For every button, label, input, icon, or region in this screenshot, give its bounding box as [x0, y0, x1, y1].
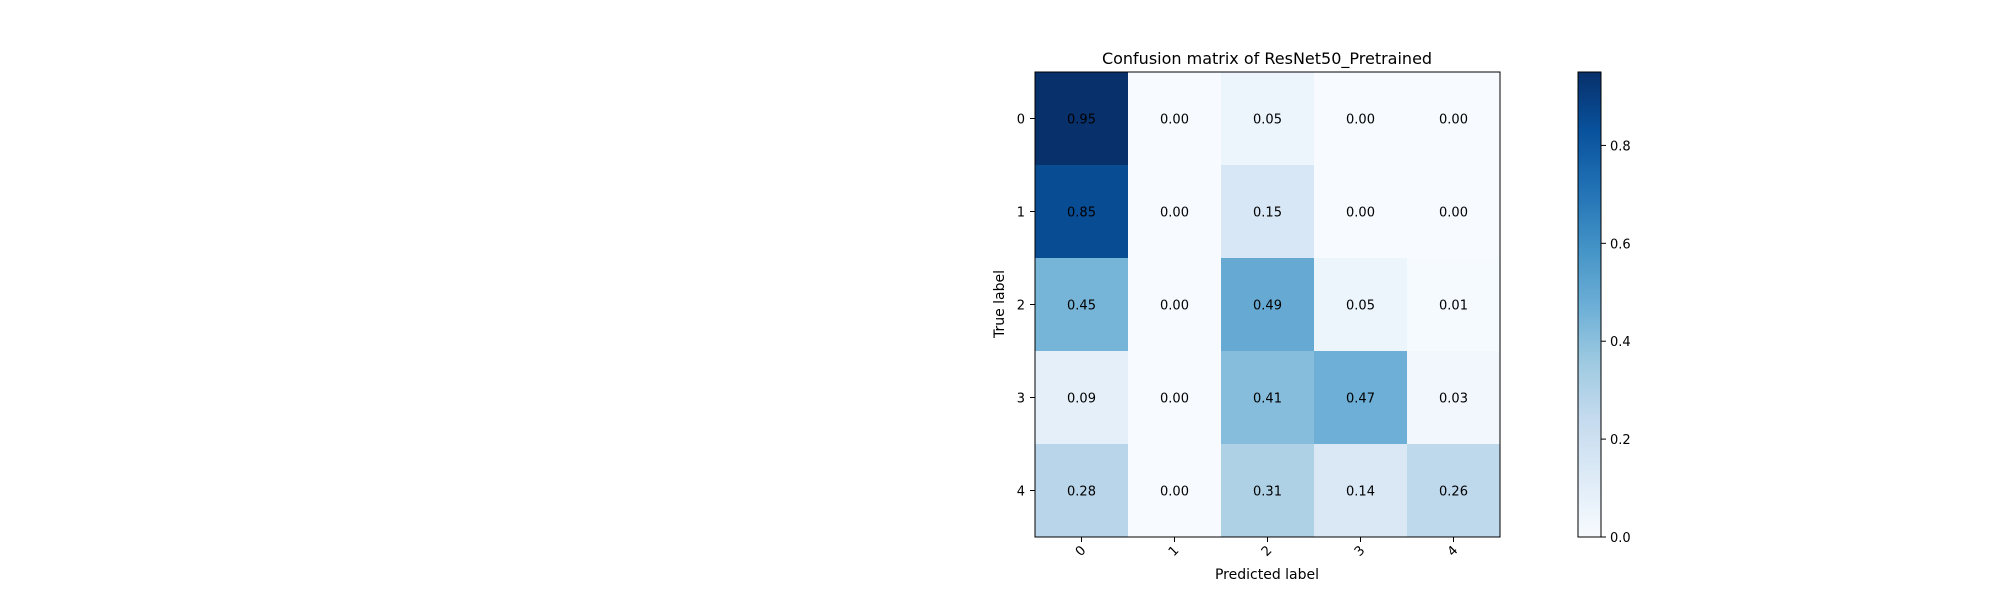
- x-tick-label: 2: [1259, 543, 1275, 559]
- colorbar-ticks: 0.0 0.2 0.4 0.6 0.8: [1601, 139, 1631, 546]
- cell-value-label: 0.00: [1160, 113, 1189, 128]
- colorbar-gradient: [1578, 72, 1601, 537]
- cell-value-label: 0.00: [1439, 206, 1468, 221]
- heatmap-cell: [1221, 444, 1314, 537]
- heatmap-cell: [1314, 72, 1407, 165]
- cell-value-label: 0.05: [1346, 299, 1375, 314]
- colorbar: 0.0 0.2 0.4 0.6 0.8: [1577, 71, 1631, 546]
- cell-value-label: 0.49: [1253, 299, 1282, 314]
- colorbar-frame: [1577, 71, 1602, 538]
- x-tick-label: 1: [1166, 543, 1182, 559]
- heatmap-cell: [1035, 444, 1128, 537]
- y-tick-label: 4: [1017, 485, 1025, 500]
- heatmap-cell: [1221, 165, 1314, 258]
- cell-value-label: 0.00: [1346, 113, 1375, 128]
- heatmap-cell: [1407, 165, 1500, 258]
- heatmap-cell: [1314, 444, 1407, 537]
- heatmap-cell: [1128, 351, 1221, 444]
- cell-value-label: 0.09: [1067, 392, 1096, 407]
- heatmap-cell: [1128, 165, 1221, 258]
- cell-value-label: 0.41: [1253, 392, 1282, 407]
- heatmap-cell: [1407, 351, 1500, 444]
- cell-value-label: 0.00: [1160, 485, 1189, 500]
- heatmap-cell: [1035, 258, 1128, 351]
- cell-value-label: 0.00: [1160, 299, 1189, 314]
- y-axis-ticks: 0 1 2 3 4: [1017, 113, 1035, 500]
- x-axis-ticks: 0 1 2 3 4: [1073, 537, 1461, 560]
- x-axis-label: Predicted label: [1215, 567, 1319, 583]
- colorbar-tick-label: 0.8: [1610, 139, 1631, 154]
- colorbar-tick-label: 0.4: [1610, 335, 1631, 350]
- cell-value-label: 0.45: [1067, 299, 1096, 314]
- heatmap-cell: [1221, 258, 1314, 351]
- heatmap-cell: [1407, 444, 1500, 537]
- cell-value-label: 0.95: [1067, 113, 1096, 128]
- heatmap-cell: [1128, 258, 1221, 351]
- cell-value-label: 0.05: [1253, 113, 1282, 128]
- cell-value-label: 0.00: [1346, 206, 1375, 221]
- x-tick-label: 0: [1073, 543, 1089, 559]
- y-tick-label: 0: [1017, 113, 1025, 128]
- heatmap-cell: [1314, 351, 1407, 444]
- cell-value-label: 0.28: [1067, 485, 1096, 500]
- colorbar-tick-label: 0.0: [1610, 531, 1631, 546]
- heatmap-cell: [1035, 72, 1128, 165]
- heatmap-cell: [1407, 258, 1500, 351]
- y-tick-label: 3: [1017, 392, 1025, 407]
- cell-value-label: 0.03: [1439, 392, 1468, 407]
- x-tick-label: 3: [1352, 543, 1368, 559]
- heatmap-cell: [1314, 165, 1407, 258]
- heatmap-cell: [1035, 165, 1128, 258]
- cell-value-label: 0.31: [1253, 485, 1282, 500]
- cell-value-label: 0.26: [1439, 485, 1468, 500]
- cell-value-label: 0.47: [1346, 392, 1375, 407]
- cell-value-label: 0.01: [1439, 299, 1468, 314]
- cell-value-label: 0.85: [1067, 206, 1096, 221]
- heatmap-cell: [1221, 72, 1314, 165]
- cell-value-label: 0.00: [1160, 206, 1189, 221]
- heatmap-cell-labels: 0.95 0.00 0.05 0.00 0.00 0.85 0.00 0.15 0.00 0.00…: [1067, 113, 1468, 500]
- heatmap-cell: [1221, 351, 1314, 444]
- heatmap-cell: [1035, 351, 1128, 444]
- heatmap-cell: [1407, 72, 1500, 165]
- cell-value-label: 0.00: [1439, 113, 1468, 128]
- heatmap-cell: [1128, 72, 1221, 165]
- cell-value-label: 0.00: [1160, 392, 1189, 407]
- cell-value-label: 0.15: [1253, 206, 1282, 221]
- heatmap-cells: [1035, 72, 1500, 537]
- colorbar-tick-label: 0.2: [1610, 433, 1631, 448]
- colorbar-tick-label: 0.6: [1610, 237, 1631, 252]
- cell-value-label: 0.14: [1346, 485, 1375, 500]
- heatmap-cell: [1314, 258, 1407, 351]
- x-tick-label: 4: [1445, 543, 1461, 559]
- chart-title: Confusion matrix of ResNet50_Pretrained: [1102, 49, 1432, 69]
- y-tick-label: 1: [1017, 206, 1025, 221]
- y-tick-label: 2: [1017, 299, 1025, 314]
- heatmap-cell: [1128, 444, 1221, 537]
- y-axis-label: True label: [992, 270, 1008, 339]
